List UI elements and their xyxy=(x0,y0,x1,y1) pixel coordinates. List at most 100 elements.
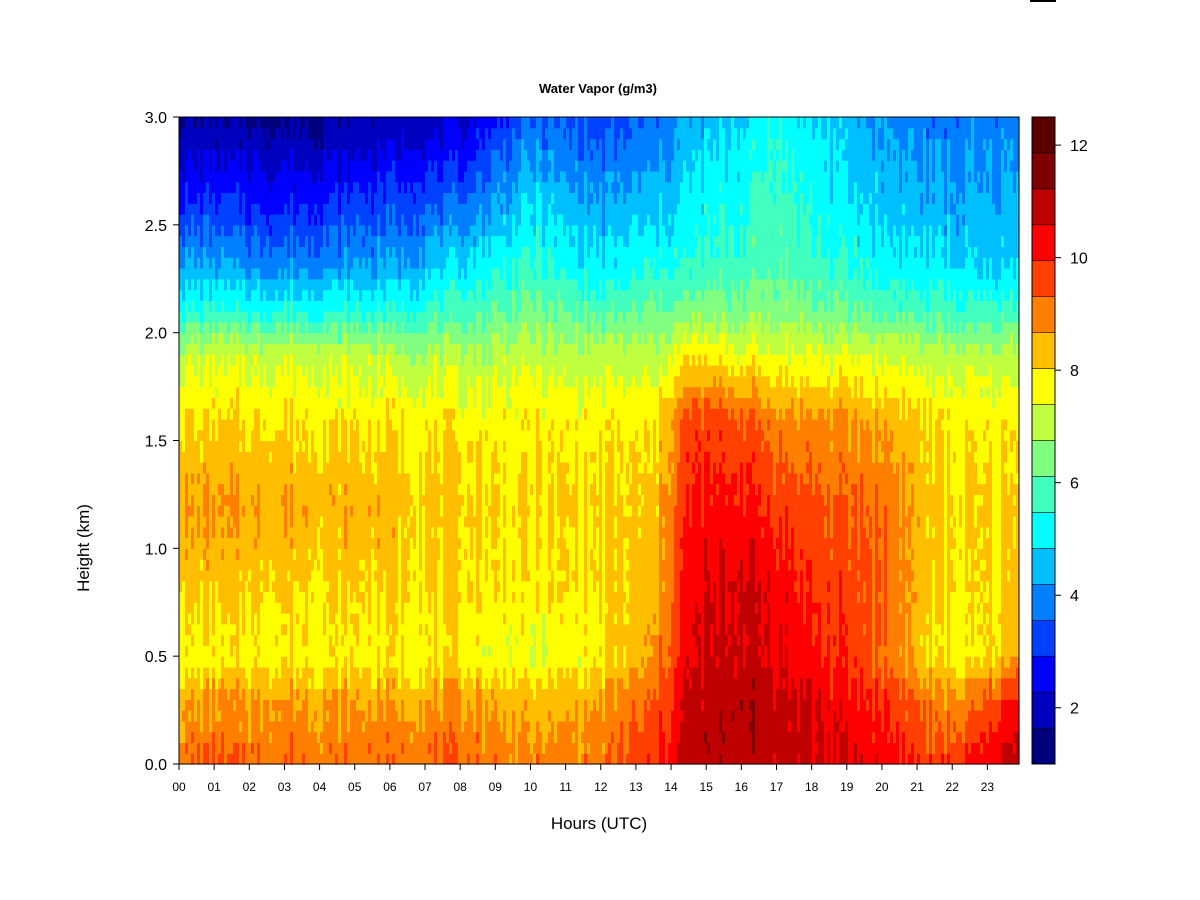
heatmap-cell xyxy=(227,742,231,754)
heatmap-cell xyxy=(203,537,207,549)
heatmap-cell xyxy=(191,418,195,431)
heatmap-cell xyxy=(251,408,255,420)
heatmap-cell xyxy=(221,149,225,161)
heatmap-cell xyxy=(191,257,195,269)
heatmap-cell xyxy=(233,138,237,150)
heatmap-cell xyxy=(224,311,228,323)
heatmap-cell xyxy=(227,408,231,420)
heatmap-cell xyxy=(218,483,222,496)
heatmap-cell xyxy=(191,343,195,355)
heatmap-cell xyxy=(245,677,249,690)
heatmap-cell xyxy=(242,451,246,463)
heatmap-cell xyxy=(242,257,246,269)
heatmap-cell xyxy=(218,720,222,733)
heatmap-cell xyxy=(230,160,234,172)
heatmap-cell xyxy=(242,375,246,388)
heatmap-cell xyxy=(179,397,183,409)
heatmap-cell xyxy=(242,559,246,571)
heatmap-cell xyxy=(248,170,252,183)
heatmap-cell xyxy=(197,246,201,258)
heatmap-cell xyxy=(215,365,219,377)
heatmap-cell xyxy=(191,375,195,388)
heatmap-cell xyxy=(248,634,252,646)
heatmap-cell xyxy=(203,699,207,711)
heatmap-cell xyxy=(236,526,240,539)
heatmap-cell xyxy=(227,138,231,150)
heatmap-cell xyxy=(209,645,213,657)
heatmap-cell xyxy=(245,451,249,463)
heatmap-cell xyxy=(227,731,231,744)
heatmap-cell xyxy=(242,526,246,539)
heatmap-cell xyxy=(251,645,255,657)
heatmap-cell xyxy=(212,375,216,388)
heatmap-cell xyxy=(212,170,216,183)
heatmap-cell xyxy=(224,634,228,646)
heatmap-cell xyxy=(188,214,192,226)
heatmap-cell xyxy=(227,289,231,301)
heatmap-cell xyxy=(239,440,243,452)
heatmap-cell xyxy=(203,365,207,377)
heatmap-cell xyxy=(236,429,240,442)
heatmap-cell xyxy=(179,515,183,528)
heatmap-cell xyxy=(197,613,201,625)
heatmap-cell xyxy=(179,418,183,431)
heatmap-cell xyxy=(227,623,231,636)
heatmap-cell xyxy=(248,742,252,754)
heatmap-cell xyxy=(233,246,237,258)
heatmap-cell xyxy=(203,278,207,291)
heatmap-cell xyxy=(227,656,231,668)
heatmap-cell xyxy=(182,418,186,431)
heatmap-cell xyxy=(242,332,246,345)
heatmap-cell xyxy=(191,753,195,765)
heatmap-cell xyxy=(209,257,213,269)
heatmap-cell xyxy=(188,580,192,593)
heatmap-cell xyxy=(182,462,186,474)
heatmap-cell xyxy=(236,203,240,215)
heatmap-cell xyxy=(251,494,255,506)
heatmap-cell xyxy=(182,526,186,539)
heatmap-cell xyxy=(239,548,243,560)
heatmap-cell xyxy=(197,278,201,291)
heatmap-cell xyxy=(203,494,207,506)
heatmap-cell xyxy=(200,386,204,398)
heatmap-cell xyxy=(194,602,198,614)
heatmap-cell xyxy=(242,710,246,722)
heatmap-cell xyxy=(185,278,189,291)
heatmap-cell xyxy=(185,688,189,700)
heatmap-cell xyxy=(224,246,228,258)
heatmap-cell xyxy=(200,138,204,150)
heatmap-cell xyxy=(227,720,231,733)
heatmap-cell xyxy=(248,699,252,711)
heatmap-cell xyxy=(230,451,234,463)
heatmap-cell xyxy=(209,591,213,603)
heatmap-cell xyxy=(203,311,207,323)
heatmap-cell xyxy=(206,677,210,690)
heatmap-cell xyxy=(245,505,249,517)
heatmap-cell xyxy=(230,429,234,442)
heatmap-cell xyxy=(245,613,249,625)
heatmap-cell xyxy=(191,634,195,646)
heatmap-cell xyxy=(209,289,213,301)
heatmap-cell xyxy=(206,203,210,215)
heatmap-cell xyxy=(203,656,207,668)
heatmap-cell xyxy=(239,170,243,183)
heatmap-cell xyxy=(224,515,228,528)
heatmap-cell xyxy=(203,214,207,226)
heatmap-cell xyxy=(224,278,228,291)
heatmap-cell xyxy=(197,311,201,323)
heatmap-cell xyxy=(230,138,234,150)
heatmap-cell xyxy=(227,170,231,183)
heatmap-cell xyxy=(236,483,240,496)
heatmap-cell xyxy=(188,203,192,215)
heatmap-cell xyxy=(230,688,234,700)
heatmap-cell xyxy=(218,634,222,646)
heatmap-cell xyxy=(227,559,231,571)
heatmap-cell xyxy=(197,580,201,593)
heatmap-cell xyxy=(188,386,192,398)
heatmap-cell xyxy=(209,462,213,474)
heatmap-cell xyxy=(224,753,228,765)
heatmap-cell xyxy=(239,569,243,582)
heatmap-cell xyxy=(179,214,183,226)
heatmap-cell xyxy=(185,580,189,593)
heatmap-cell xyxy=(233,537,237,549)
